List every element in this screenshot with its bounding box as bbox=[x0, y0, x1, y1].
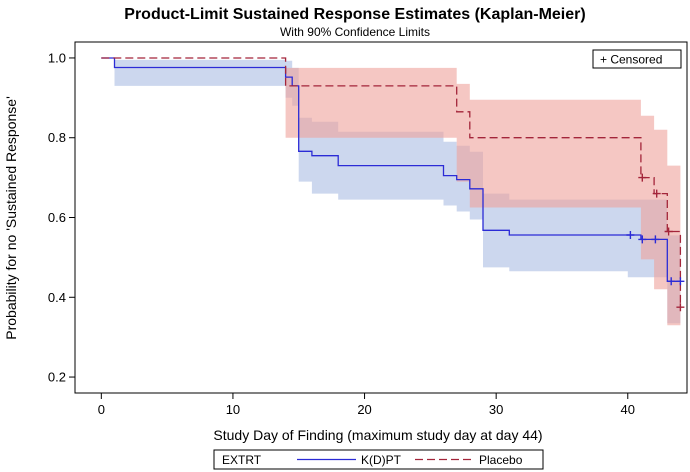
censor-mark-kdpt-3 bbox=[667, 277, 676, 286]
x-axis: 0 10 20 30 40 bbox=[98, 393, 635, 417]
chart-subtitle: With 90% Confidence Limits bbox=[280, 25, 430, 39]
plot-area bbox=[74, 41, 688, 394]
y-axis: 0.2 0.4 0.6 0.8 1.0 bbox=[48, 50, 75, 385]
survival-line-placebo bbox=[101, 57, 682, 308]
censored-legend: + Censored bbox=[592, 49, 682, 69]
censored-legend-text: + Censored bbox=[600, 53, 662, 67]
chart-title: Product-Limit Sustained Response Estimat… bbox=[124, 6, 585, 23]
legend-title: EXTRT bbox=[222, 453, 262, 467]
censor-mark-placebo-1 bbox=[652, 189, 661, 198]
censor-mark-placebo-3 bbox=[676, 303, 685, 312]
censor-mark-placebo-2 bbox=[664, 227, 673, 236]
censor-mark-kdpt-0 bbox=[626, 231, 635, 239]
confidence-bands bbox=[101, 58, 681, 385]
x-axis-label: Study Day of Finding (maximum study day … bbox=[213, 427, 542, 443]
y-tick-label-0: 0.2 bbox=[48, 370, 66, 385]
censor-mark-kdpt-4 bbox=[676, 277, 685, 286]
y-tick-label-3: 0.8 bbox=[48, 130, 66, 145]
series-legend: EXTRT K(D)PT Placebo bbox=[213, 449, 544, 470]
x-tick-label-40: 40 bbox=[621, 402, 635, 417]
x-tick-label-30: 30 bbox=[489, 402, 503, 417]
censor-mark-placebo-0 bbox=[638, 173, 647, 182]
series-legend-box bbox=[213, 449, 544, 470]
x-tick-label-0: 0 bbox=[98, 402, 105, 417]
censored-legend-box bbox=[592, 49, 682, 69]
censored-markers bbox=[626, 173, 685, 312]
x-tick-label-20: 20 bbox=[357, 402, 371, 417]
y-tick-label-2: 0.6 bbox=[48, 210, 66, 225]
censor-mark-kdpt-1 bbox=[638, 235, 647, 244]
censor-mark-kdpt-2 bbox=[651, 235, 660, 244]
confidence-band-placebo bbox=[101, 58, 681, 385]
x-tick-label-10: 10 bbox=[226, 402, 240, 417]
y-axis-label: Probability for no 'Sustained Response' bbox=[3, 96, 19, 340]
y-tick-label-4: 1.0 bbox=[48, 50, 66, 65]
legend-label-placebo: Placebo bbox=[479, 453, 523, 467]
legend-label-kdpt: K(D)PT bbox=[361, 453, 402, 467]
y-tick-label-1: 0.4 bbox=[48, 290, 66, 305]
confidence-band-kdpt bbox=[101, 58, 681, 324]
